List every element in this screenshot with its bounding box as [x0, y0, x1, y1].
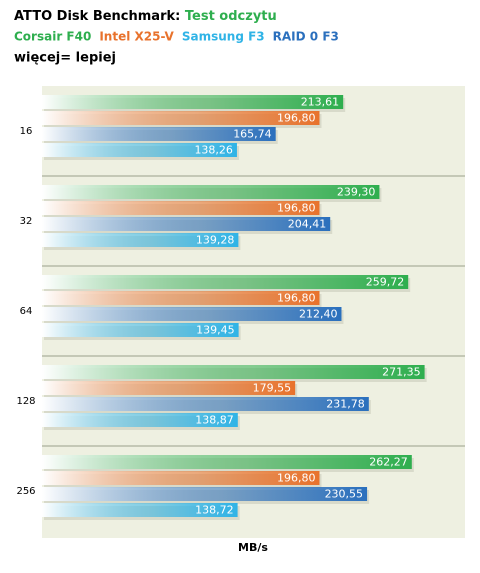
- bar: [42, 503, 238, 517]
- value-label: 196,80: [277, 112, 316, 125]
- legend-entry: Corsair F40: [14, 30, 91, 44]
- value-label: 213,61: [301, 96, 340, 109]
- bar: [42, 95, 344, 109]
- value-label: 239,30: [337, 186, 376, 199]
- bar: [42, 127, 276, 141]
- value-label: 204,41: [288, 218, 327, 231]
- x-axis-label: MB/s: [238, 541, 268, 554]
- bar: [42, 323, 239, 337]
- bar: [42, 365, 425, 379]
- bar: [42, 291, 320, 305]
- title: ATTO Disk Benchmark:: [14, 9, 180, 24]
- bar: [42, 413, 238, 427]
- y-tick-label: 32: [20, 216, 33, 227]
- value-label: 139,28: [196, 234, 235, 247]
- bar: [42, 455, 412, 469]
- chart-title: ATTO Disk Benchmark: Test odczytu: [14, 9, 277, 24]
- bar: [42, 275, 409, 289]
- value-label: 259,72: [366, 276, 405, 289]
- bar: [42, 397, 369, 411]
- value-label: 271,35: [382, 366, 421, 379]
- bar: [42, 111, 320, 125]
- legend-entry: RAID 0 F3: [273, 30, 339, 44]
- value-label: 196,80: [277, 292, 316, 305]
- subtitle: więcej= lepiej: [14, 51, 116, 66]
- value-label: 138,26: [194, 144, 233, 157]
- title-highlight: Test odczytu: [185, 9, 277, 24]
- bar: [42, 185, 380, 199]
- bar: [42, 233, 239, 247]
- value-label: 179,55: [253, 382, 292, 395]
- legend-entry: Intel X25-V: [99, 30, 174, 44]
- value-label: 212,40: [299, 308, 338, 321]
- y-tick-label: 64: [20, 306, 33, 317]
- y-tick-label: 256: [16, 486, 35, 497]
- legend-entry: Samsung F3: [182, 30, 265, 44]
- value-label: 262,27: [369, 456, 408, 469]
- bar: [42, 381, 296, 395]
- bar: [42, 487, 368, 501]
- bar: [42, 307, 342, 321]
- bar: [42, 201, 320, 215]
- legend: Corsair F40 Intel X25-V Samsung F3 RAID 0 F…: [14, 30, 339, 44]
- value-label: 138,72: [195, 504, 234, 517]
- value-label: 165,74: [233, 128, 272, 141]
- value-label: 231,78: [326, 398, 365, 411]
- value-label: 196,80: [277, 202, 316, 215]
- bar: [42, 143, 237, 157]
- value-label: 196,80: [277, 472, 316, 485]
- y-tick-label: 16: [20, 126, 33, 137]
- bar: [42, 217, 331, 231]
- y-tick-label: 128: [16, 396, 35, 407]
- value-label: 138,87: [195, 414, 234, 427]
- value-label: 230,55: [325, 488, 364, 501]
- value-label: 139,45: [196, 324, 235, 337]
- bar: [42, 471, 320, 485]
